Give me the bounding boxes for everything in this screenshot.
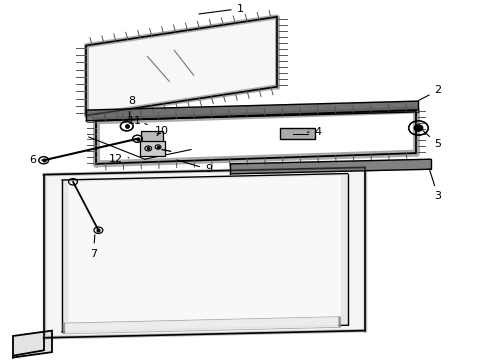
Polygon shape <box>230 159 431 174</box>
Text: 5: 5 <box>423 131 441 149</box>
Text: 6: 6 <box>29 155 47 165</box>
Polygon shape <box>44 167 365 338</box>
Polygon shape <box>13 330 52 357</box>
Text: 10: 10 <box>155 126 169 136</box>
Text: 2: 2 <box>418 85 441 100</box>
Text: 4: 4 <box>307 127 322 136</box>
Text: 3: 3 <box>429 168 441 201</box>
Text: 11: 11 <box>128 116 147 126</box>
FancyBboxPatch shape <box>141 131 163 143</box>
Text: 8: 8 <box>128 96 135 118</box>
FancyBboxPatch shape <box>280 129 316 139</box>
Polygon shape <box>86 17 277 116</box>
Text: 1: 1 <box>199 4 244 14</box>
Polygon shape <box>62 174 347 332</box>
Polygon shape <box>63 317 340 333</box>
Polygon shape <box>69 176 340 328</box>
Text: 7: 7 <box>90 235 97 258</box>
Text: 12: 12 <box>108 154 129 164</box>
Text: 9: 9 <box>177 160 212 174</box>
FancyBboxPatch shape <box>140 141 165 156</box>
Polygon shape <box>86 101 418 121</box>
Circle shape <box>414 125 423 131</box>
